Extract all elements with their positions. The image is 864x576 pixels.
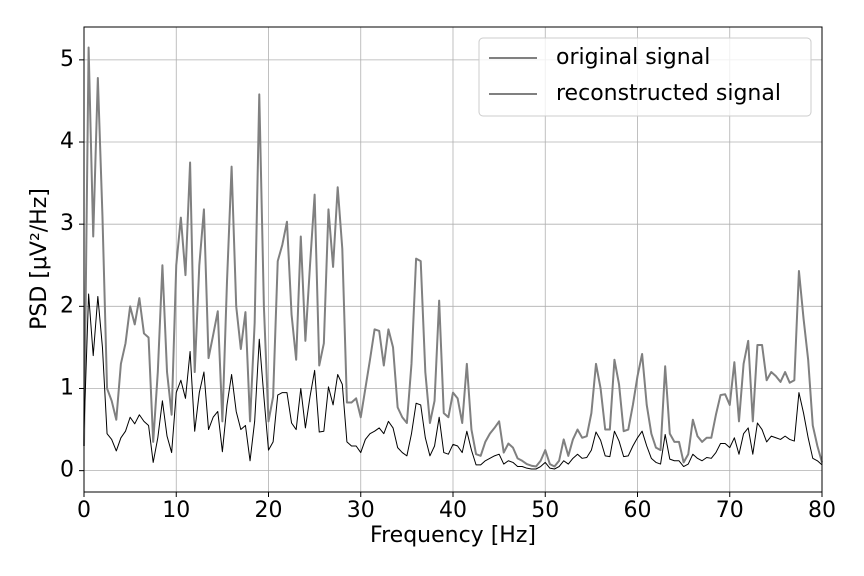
data-line [83, 46, 823, 468]
plot-frame [83, 26, 823, 493]
y-tick-label: 4 [60, 129, 74, 154]
data-line [83, 293, 823, 470]
legend-label: original signal [556, 45, 710, 70]
y-tick-label: 3 [60, 211, 74, 236]
x-tick-label: 30 [347, 498, 375, 523]
y-tick-label: 1 [60, 375, 74, 400]
x-tick-label: 0 [77, 498, 91, 523]
x-tick-label: 70 [716, 498, 744, 523]
x-tick-label: 80 [808, 498, 836, 523]
y-tick-label: 0 [60, 458, 74, 483]
y-axis-label: PSD [μV²/Hz] [27, 188, 52, 330]
x-tick-label: 20 [255, 498, 283, 523]
legend-label: reconstructed signal [556, 81, 781, 106]
x-tick-label: 40 [439, 498, 467, 523]
x-tick-label: 10 [162, 498, 190, 523]
y-tick-label: 5 [60, 47, 74, 72]
x-tick-label: 50 [531, 498, 559, 523]
y-tick-label: 2 [60, 293, 74, 318]
legend-box [478, 37, 812, 117]
x-tick-label: 60 [624, 498, 652, 523]
x-axis-label: Frequency [Hz] [370, 523, 536, 548]
